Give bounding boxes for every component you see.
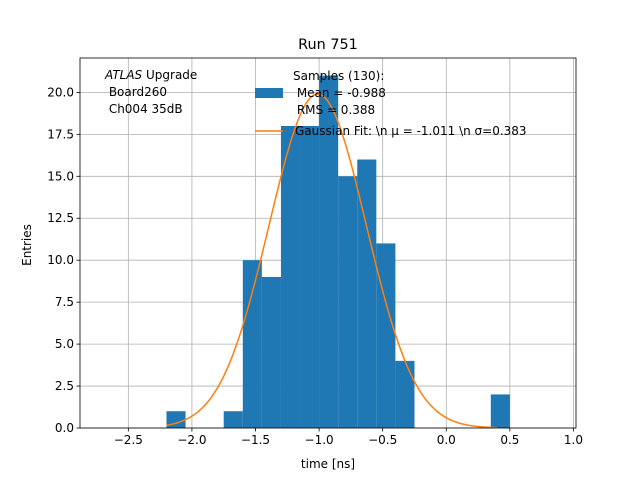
histogram-bar	[319, 75, 339, 428]
legend-samples-line-3: RMS = 0.388	[293, 103, 375, 117]
histogram-bar	[223, 411, 243, 428]
atlas-annotation: ATLAS Upgrade Board260 Ch004 35dB	[104, 68, 197, 116]
histogram-bar	[261, 276, 281, 428]
histogram-bar	[280, 125, 301, 429]
chart-title: Run 751	[298, 37, 358, 53]
y-tick-label: 17.5	[47, 127, 74, 141]
x-tick-label: 0.0	[437, 433, 456, 447]
y-tick-label: 15.0	[47, 169, 74, 183]
annotation-upgrade: Upgrade	[142, 68, 197, 82]
y-tick-label: 7.5	[55, 295, 74, 309]
y-tick-label: 0.0	[55, 421, 74, 435]
histogram-bar	[395, 360, 415, 428]
legend-samples-line-2: Mean = -0.988	[293, 86, 386, 100]
histogram-bars	[166, 75, 510, 429]
x-tick-label: −1.0	[305, 433, 334, 447]
x-tick-label: 1.0	[564, 433, 583, 447]
annotation-atlas: ATLAS	[104, 68, 143, 82]
histogram-bar	[300, 125, 320, 429]
histogram-bar	[357, 159, 377, 428]
legend-samples-swatch	[255, 88, 283, 98]
histogram-bar	[490, 394, 510, 428]
x-tick-label: −2.5	[114, 433, 143, 447]
y-tick-label: 2.5	[55, 379, 74, 393]
x-axis-label: time [ns]	[301, 457, 355, 471]
annotation-line-2: Board260	[105, 85, 167, 99]
x-tick-label: −2.0	[177, 433, 206, 447]
y-axis-label: Entries	[20, 224, 34, 266]
y-tick-label: 10.0	[47, 253, 74, 267]
y-tick-label: 5.0	[55, 337, 74, 351]
annotation-line-3: Ch004 35dB	[105, 102, 183, 116]
legend-fit-label: Gaussian Fit: \n μ = -1.011 \n σ=0.383	[295, 124, 527, 138]
x-axis-ticks: −2.5 −2.0 −1.5 −1.0 −0.5 0.0 0.5 1.0	[114, 428, 583, 447]
histogram-bar	[242, 260, 262, 428]
axes-frame	[79, 57, 577, 429]
histogram-bar	[338, 176, 358, 428]
annotation-line-1: ATLAS Upgrade	[104, 68, 197, 82]
legend-samples-line-1: Samples (130):	[293, 69, 384, 83]
y-tick-label: 20.0	[47, 85, 74, 99]
histogram-bar	[376, 243, 396, 428]
axes-border	[79, 57, 577, 429]
x-tick-label: −0.5	[368, 433, 397, 447]
x-tick-label: −1.5	[241, 433, 270, 447]
gaussian-fit-curve	[166, 93, 498, 429]
y-axis-ticks: 0.0 2.5 5.0 7.5 10.0 12.5 15.0 17.5 20.0	[47, 85, 80, 435]
legend: Samples (130): Mean = -0.988 RMS = 0.388…	[255, 69, 527, 138]
x-tick-label: 0.5	[500, 433, 519, 447]
y-tick-label: 12.5	[47, 211, 74, 225]
